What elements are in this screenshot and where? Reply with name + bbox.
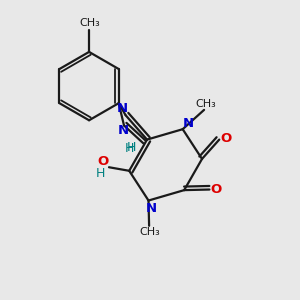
Text: N: N	[182, 117, 194, 130]
Text: CH₃: CH₃	[139, 227, 160, 237]
Text: O: O	[98, 155, 109, 168]
Text: O: O	[220, 132, 231, 145]
Text: H: H	[96, 167, 105, 180]
Text: O: O	[210, 183, 222, 196]
Text: H: H	[124, 142, 134, 155]
Text: H: H	[127, 140, 136, 154]
Text: N: N	[118, 124, 129, 137]
Text: CH₃: CH₃	[195, 99, 216, 109]
Text: N: N	[117, 102, 128, 115]
Text: CH₃: CH₃	[79, 18, 100, 28]
Text: N: N	[146, 202, 157, 215]
